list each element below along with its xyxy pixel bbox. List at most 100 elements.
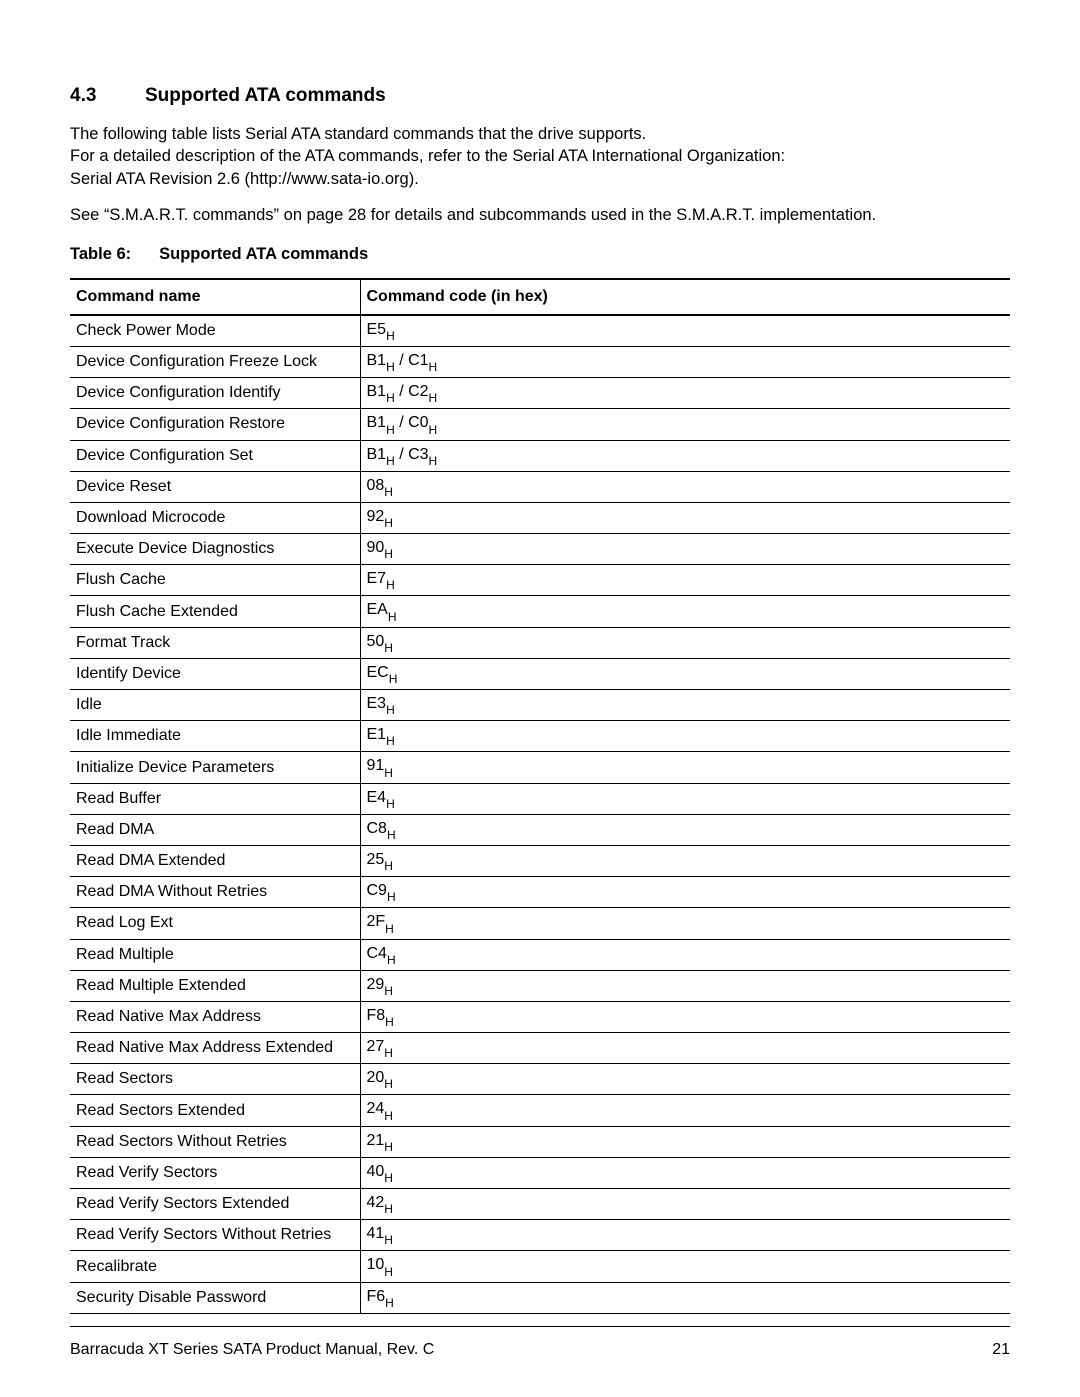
command-name-cell: Read Multiple [70, 939, 360, 970]
command-name-cell: Device Configuration Restore [70, 409, 360, 440]
command-name-cell: Read Verify Sectors [70, 1157, 360, 1188]
hex-subscript: H [384, 485, 393, 499]
table-row: Read Sectors Without Retries21H [70, 1126, 1010, 1157]
hex-subscript: H [429, 454, 438, 468]
table-row: Security Disable PasswordF6H [70, 1282, 1010, 1313]
command-code-cell: E1H [360, 721, 1010, 752]
hex-subscript: H [385, 922, 394, 936]
table-row: Read DMAC8H [70, 814, 1010, 845]
hex-code: 08 [367, 477, 385, 494]
table-row: Device Configuration Freeze LockB1H / C1… [70, 346, 1010, 377]
table-row: Initialize Device Parameters91H [70, 752, 1010, 783]
table-row: Device Configuration IdentifyB1H / C2H [70, 378, 1010, 409]
hex-subscript: H [386, 797, 395, 811]
command-code-cell: B1H / C3H [360, 440, 1010, 471]
hex-subscript: H [387, 953, 396, 967]
hex-subscript: H [384, 1233, 393, 1247]
hex-code: B1 [367, 383, 387, 400]
hex-subscript: H [384, 516, 393, 530]
table-row: Read Sectors20H [70, 1064, 1010, 1095]
command-code-cell: 90H [360, 534, 1010, 565]
command-code-cell: EAH [360, 596, 1010, 627]
table-row: Recalibrate10H [70, 1251, 1010, 1282]
command-name-cell: Read DMA [70, 814, 360, 845]
section-title: Supported ATA commands [145, 85, 386, 106]
command-code-cell: 10H [360, 1251, 1010, 1282]
command-code-cell: C8H [360, 814, 1010, 845]
table-row: Read Verify Sectors Without Retries41H [70, 1220, 1010, 1251]
command-name-cell: Initialize Device Parameters [70, 752, 360, 783]
command-code-cell: 08H [360, 471, 1010, 502]
hex-subscript: H [384, 641, 393, 655]
hex-code: 24 [367, 1100, 385, 1117]
table-row: Read DMA Extended25H [70, 845, 1010, 876]
command-code-cell: 40H [360, 1157, 1010, 1188]
hex-subscript: H [386, 578, 395, 592]
hex-subscript: H [386, 454, 395, 468]
hex-code: E7 [367, 570, 387, 587]
intro-line-2: For a detailed description of the ATA co… [70, 145, 1010, 167]
table-label: Table 6: [70, 245, 131, 264]
table-row: Read Sectors Extended24H [70, 1095, 1010, 1126]
command-code-cell: E7H [360, 565, 1010, 596]
hex-code: 50 [367, 633, 385, 650]
table-row: Flush Cache ExtendedEAH [70, 596, 1010, 627]
see-reference: See “S.M.A.R.T. commands” on page 28 for… [70, 206, 1010, 225]
hex-code: F6 [367, 1288, 386, 1305]
command-code-cell: 41H [360, 1220, 1010, 1251]
hex-code: 41 [367, 1225, 385, 1242]
table-title: Supported ATA commands [159, 245, 368, 263]
command-code-cell: B1H / C0H [360, 409, 1010, 440]
hex-code: 27 [367, 1038, 385, 1055]
command-name-cell: Read Buffer [70, 783, 360, 814]
command-name-cell: Read Native Max Address [70, 1001, 360, 1032]
command-name-cell: Device Configuration Identify [70, 378, 360, 409]
hex-subscript: H [384, 1202, 393, 1216]
command-code-cell: 29H [360, 970, 1010, 1001]
table-row: Idle E3H [70, 690, 1010, 721]
command-name-cell: Read DMA Extended [70, 845, 360, 876]
table-row: Format Track50H [70, 627, 1010, 658]
hex-subscript: H [429, 360, 438, 374]
hex-code: E3 [367, 695, 387, 712]
command-name-cell: Read Log Ext [70, 908, 360, 939]
hex-code: C0 [408, 414, 428, 431]
command-name-cell: Recalibrate [70, 1251, 360, 1282]
hex-subscript: H [384, 766, 393, 780]
page-footer: Barracuda XT Series SATA Product Manual,… [70, 1326, 1010, 1359]
command-code-cell: 2FH [360, 908, 1010, 939]
table-row: Read BufferE4H [70, 783, 1010, 814]
footer-left: Barracuda XT Series SATA Product Manual,… [70, 1341, 434, 1359]
command-code-cell: E4H [360, 783, 1010, 814]
hex-code: B1 [367, 352, 387, 369]
page-content: 4.3Supported ATA commands The following … [0, 0, 1080, 1354]
intro-line-3: Serial ATA Revision 2.6 (http://www.sata… [70, 168, 1010, 190]
command-code-cell: F8H [360, 1001, 1010, 1032]
hex-subscript: H [386, 360, 395, 374]
command-name-cell: Flush Cache Extended [70, 596, 360, 627]
hex-code: 2F [367, 913, 386, 930]
command-name-cell: Idle [70, 690, 360, 721]
table-row: Read MultipleC4H [70, 939, 1010, 970]
col-header-command-code: Command code (in hex) [360, 279, 1010, 315]
intro-line-1: The following table lists Serial ATA sta… [70, 123, 1010, 145]
hex-code: C4 [367, 945, 387, 962]
table-header-row: Command name Command code (in hex) [70, 279, 1010, 315]
command-code-cell: 27H [360, 1033, 1010, 1064]
command-name-cell: Read Verify Sectors Without Retries [70, 1220, 360, 1251]
hex-code: C3 [408, 446, 428, 463]
hex-code: EC [367, 664, 389, 681]
hex-subscript: H [387, 890, 396, 904]
hex-subscript: H [384, 1077, 393, 1091]
command-code-cell: C4H [360, 939, 1010, 970]
hex-subscript: H [384, 859, 393, 873]
command-code-cell: 91H [360, 752, 1010, 783]
hex-subscript: H [386, 703, 395, 717]
command-name-cell: Read Multiple Extended [70, 970, 360, 1001]
intro-paragraph: The following table lists Serial ATA sta… [70, 123, 1010, 190]
table-row: Read Verify Sectors Extended42H [70, 1189, 1010, 1220]
hex-code: B1 [367, 414, 387, 431]
hex-code: 91 [367, 757, 385, 774]
command-code-cell: E5H [360, 315, 1010, 347]
hex-subscript: H [429, 391, 438, 405]
